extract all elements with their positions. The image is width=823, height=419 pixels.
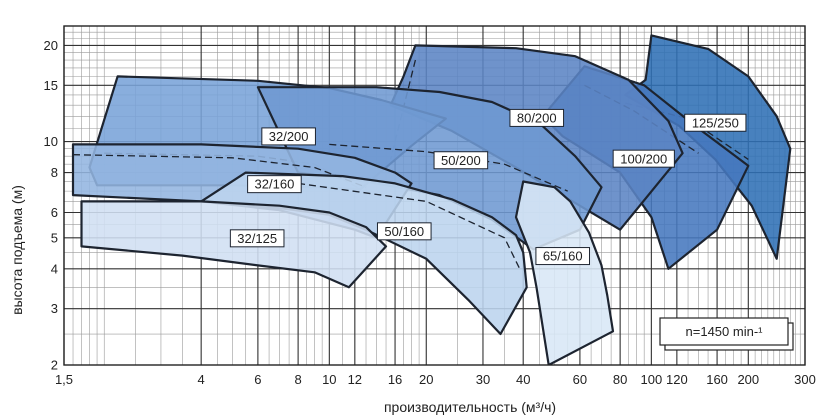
x-axis-title: производительность (м³/ч) xyxy=(384,399,556,415)
x-tick-label: 100 xyxy=(641,372,663,387)
y-tick-label: 8 xyxy=(51,165,58,180)
x-tick-label: 80 xyxy=(613,372,627,387)
y-tick-labels: 2 3 4 5 6 8 10 15 20 xyxy=(44,38,58,373)
x-tick-label: 6 xyxy=(254,372,261,387)
region-label-box xyxy=(433,151,489,170)
x-tick-label: 60 xyxy=(573,372,587,387)
y-tick-label: 3 xyxy=(51,301,58,316)
x-tick-label: 1,5 xyxy=(55,372,73,387)
y-axis-title: высота подъема (м) xyxy=(9,185,25,315)
region-label-text: 65/160 xyxy=(543,249,583,264)
region-label-text: 32/125 xyxy=(237,231,277,246)
region-label-box xyxy=(509,108,565,127)
region-label-50-200: 50/200 xyxy=(433,151,489,170)
region-label-65-160: 65/160 xyxy=(535,247,591,266)
region-label-32-200: 32/200 xyxy=(261,127,316,146)
efficiency-line-125-250 xyxy=(625,102,749,160)
x-tick-label: 120 xyxy=(666,372,688,387)
region-label-box xyxy=(376,222,432,241)
x-tick-label: 12 xyxy=(348,372,362,387)
region-label-text: 32/160 xyxy=(255,177,295,192)
y-tick-label: 15 xyxy=(44,78,58,93)
y-tick-label: 5 xyxy=(51,230,58,245)
x-tick-labels: 1,5 4 6 8 10 12 16 20 30 40 60 80 100 120 160 200 300 xyxy=(55,372,816,387)
x-tick-label: 16 xyxy=(388,372,402,387)
y-tick-label: 20 xyxy=(44,38,58,53)
region-label-32-160: 32/160 xyxy=(247,175,302,194)
region-labels: 125/250 100/200 80/200 32/200 50/200 32/160 50… xyxy=(229,108,747,266)
efficiency-line-50-160 xyxy=(298,182,521,270)
region-label-text: 100/200 xyxy=(620,151,667,166)
y-tick-label: 10 xyxy=(44,134,58,149)
plot-frame xyxy=(63,25,806,366)
x-tick-label: 200 xyxy=(737,372,759,387)
x-tick-label: 10 xyxy=(322,372,336,387)
y-tick-label: 6 xyxy=(51,205,58,220)
region-label-text: 50/160 xyxy=(384,224,424,239)
speed-note: n=1450 min-¹ xyxy=(659,317,794,351)
region-label-box xyxy=(535,247,591,266)
region-label-80-200: 80/200 xyxy=(509,108,565,127)
speed-note-box xyxy=(659,317,789,346)
region-label-100-200: 100/200 xyxy=(612,149,675,168)
region-label-box xyxy=(229,229,285,248)
y-tick-label: 2 xyxy=(51,358,58,373)
speed-note-text: n=1450 min-¹ xyxy=(686,324,764,339)
region-label-text: 32/200 xyxy=(269,129,309,144)
x-tick-label: 8 xyxy=(294,372,301,387)
x-tick-label: 300 xyxy=(794,372,816,387)
region-label-text: 80/200 xyxy=(517,111,557,126)
region-label-50-160: 50/160 xyxy=(376,222,432,241)
region-label-box xyxy=(247,175,302,194)
x-tick-label: 20 xyxy=(419,372,433,387)
region-label-125-250: 125/250 xyxy=(684,113,747,132)
region-label-box xyxy=(261,127,316,146)
region-label-text: 50/200 xyxy=(441,153,481,168)
efficiency-line-80-200 xyxy=(389,59,417,160)
region-label-box xyxy=(684,113,747,132)
y-tick-label: 4 xyxy=(51,261,58,276)
x-tick-label: 4 xyxy=(198,372,205,387)
x-tick-label: 160 xyxy=(706,372,728,387)
region-label-text: 125/250 xyxy=(692,115,739,130)
region-label-32-125: 32/125 xyxy=(229,229,285,248)
region-label-box xyxy=(612,149,675,168)
x-tick-label: 40 xyxy=(516,372,530,387)
region-65-160 xyxy=(514,180,615,365)
x-tick-label: 30 xyxy=(476,372,490,387)
